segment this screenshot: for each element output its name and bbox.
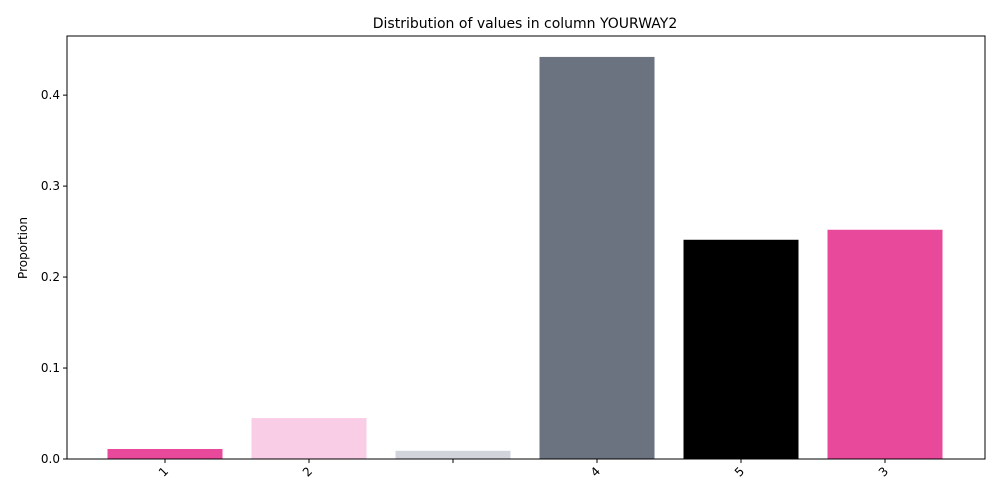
bar-2 [251, 418, 367, 459]
y-tick-label: 0.1 [41, 361, 60, 375]
plot-frame [66, 35, 986, 460]
bar-1 [107, 448, 223, 459]
x-tick-label: 2 [300, 464, 315, 479]
bar-6 [827, 229, 943, 459]
bar-4 [539, 56, 655, 460]
chart-title: Distribution of values in column YOURWAY… [373, 16, 678, 32]
plot-area [107, 56, 943, 460]
y-tick-label: 0.4 [41, 88, 60, 102]
y-tick-label: 0.3 [41, 179, 60, 193]
x-tick-label: 1 [156, 464, 171, 479]
y-tick-label: 0.2 [41, 270, 60, 284]
x-tick-label: 3 [876, 464, 891, 479]
x-tick-label: 5 [732, 464, 747, 479]
y-tick-label: 0.0 [41, 452, 60, 466]
x-tick-label: 4 [588, 464, 603, 479]
y-axis-label: Proportion [16, 217, 30, 279]
bar-3 [395, 450, 511, 459]
bar-5 [683, 239, 799, 459]
